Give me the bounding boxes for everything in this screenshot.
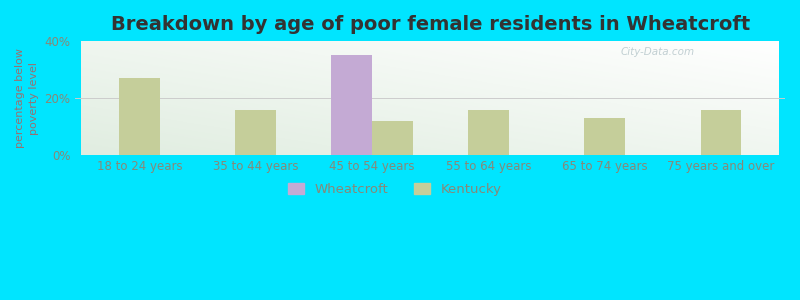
Title: Breakdown by age of poor female residents in Wheatcroft: Breakdown by age of poor female resident… [110, 15, 750, 34]
Y-axis label: percentage below
poverty level: percentage below poverty level [15, 48, 39, 148]
Text: City-Data.com: City-Data.com [620, 47, 694, 57]
Legend: Wheatcroft, Kentucky: Wheatcroft, Kentucky [282, 177, 507, 201]
Bar [331, 56, 372, 155]
Bar [119, 78, 160, 155]
Bar [584, 118, 625, 155]
Bar [235, 110, 276, 155]
Bar [372, 121, 413, 155]
Bar [701, 110, 742, 155]
Bar [468, 110, 509, 155]
